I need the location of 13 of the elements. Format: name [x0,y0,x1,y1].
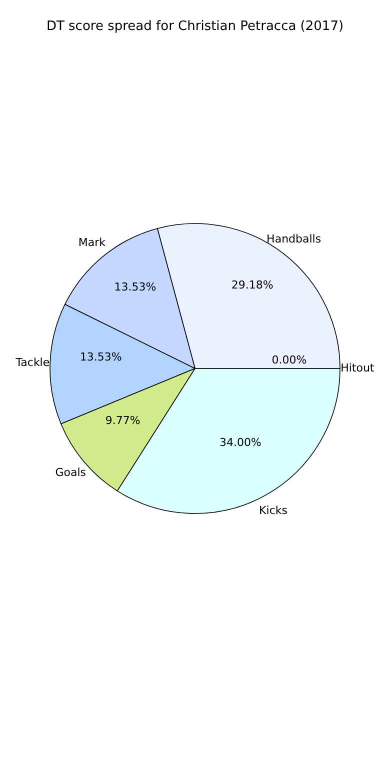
data-label: 13.53% [80,350,122,364]
chart-title: DT score spread for Christian Petracca (2017) [46,19,344,34]
data-label: 9.77% [105,414,140,428]
slice-label: Goals [55,466,86,479]
category-label: Hitout [340,362,374,374]
data-label: 29.18% [231,278,274,292]
text: 0.00% [272,354,307,366]
slice-label: Kicks [259,504,288,517]
data-label: 13.53% [114,280,156,294]
slice-label: Mark [78,236,106,249]
data-label: 34.00% [219,436,262,450]
slice-label: Tackle [14,356,50,370]
slice-label: Handballs [266,232,322,246]
